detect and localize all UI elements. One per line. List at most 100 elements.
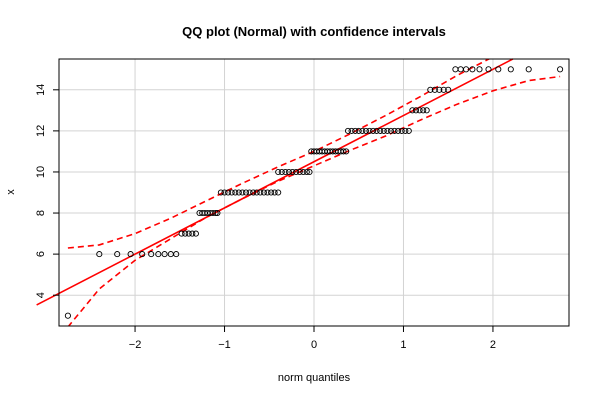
y-tick-label: 8	[35, 210, 47, 216]
data-point	[293, 168, 300, 176]
data-point	[525, 66, 532, 73]
data-point	[185, 230, 192, 237]
data-point	[469, 66, 476, 73]
data-point	[427, 86, 434, 93]
x-tick-label: 0	[311, 339, 317, 351]
y-tick-label: 12	[35, 125, 47, 137]
data-point	[463, 66, 470, 73]
data-point	[366, 127, 373, 134]
data-point	[485, 66, 492, 73]
data-point	[370, 127, 377, 134]
data-point	[457, 66, 464, 73]
x-axis-label: norm quantiles	[278, 372, 351, 384]
data-point	[155, 251, 162, 258]
data-point	[268, 189, 275, 196]
data-point	[344, 127, 352, 134]
upper-confidence-band	[67, 59, 491, 249]
data-point	[296, 168, 303, 176]
data-point	[264, 189, 271, 196]
data-point	[242, 189, 250, 196]
data-point	[212, 209, 219, 217]
x-tick-label: −1	[218, 339, 231, 351]
data-point	[398, 127, 405, 134]
data-point	[64, 312, 71, 319]
data-point	[217, 189, 224, 196]
data-point	[402, 127, 409, 134]
data-point	[182, 230, 189, 237]
data-point	[260, 189, 267, 196]
data-point	[420, 107, 427, 114]
data-point	[405, 127, 412, 134]
x-tick-label: 2	[490, 339, 496, 351]
data-point	[362, 127, 369, 134]
y-tick-label: 14	[35, 84, 47, 96]
data-point	[127, 251, 134, 258]
data-points	[64, 66, 564, 319]
data-point	[387, 127, 394, 134]
data-point	[348, 127, 355, 134]
y-axis: 4 6 8 10 12 14	[35, 84, 59, 298]
data-point	[452, 66, 459, 73]
data-point	[282, 168, 289, 176]
data-point	[189, 230, 196, 237]
data-point	[221, 189, 228, 196]
data-point	[271, 189, 278, 196]
data-point	[239, 189, 246, 196]
data-point	[431, 86, 438, 93]
data-point	[384, 127, 391, 134]
data-point	[246, 189, 253, 196]
data-point	[423, 107, 430, 114]
grid	[59, 59, 569, 326]
x-axis: −2 −1 0 1 2	[129, 326, 496, 351]
data-point	[214, 209, 221, 217]
data-point	[395, 127, 402, 134]
data-point	[391, 127, 398, 134]
y-tick-label: 4	[35, 292, 47, 298]
data-point	[257, 189, 264, 196]
data-point	[352, 127, 359, 134]
y-axis-label: x	[5, 189, 17, 195]
reference-line	[36, 58, 514, 306]
data-point	[250, 189, 257, 196]
data-point	[173, 251, 180, 258]
data-point	[289, 168, 296, 176]
data-point	[409, 107, 416, 114]
data-point	[278, 168, 285, 176]
data-point	[343, 148, 350, 155]
reference-line-segment	[36, 58, 514, 306]
data-point	[253, 189, 260, 196]
data-point	[148, 251, 155, 258]
data-point	[139, 251, 146, 258]
data-point	[275, 168, 282, 176]
data-point	[359, 127, 366, 134]
data-point	[96, 251, 103, 258]
data-point	[303, 168, 310, 176]
data-point	[412, 107, 420, 114]
data-point	[507, 66, 514, 73]
data-point	[377, 127, 384, 134]
data-point	[445, 86, 452, 93]
confidence-bands	[67, 59, 561, 326]
data-point	[300, 168, 307, 176]
y-tick-label: 10	[35, 166, 47, 178]
data-point	[306, 168, 313, 176]
data-point	[228, 189, 235, 196]
data-point	[161, 251, 168, 258]
x-tick-label: −2	[129, 339, 142, 351]
data-point	[192, 230, 199, 237]
data-point	[235, 189, 242, 196]
data-point	[340, 148, 347, 155]
data-point	[557, 66, 564, 73]
chart-title: QQ plot (Normal) with confidence interva…	[182, 24, 446, 39]
data-point	[232, 189, 239, 196]
data-point	[440, 86, 447, 93]
data-point	[355, 127, 362, 134]
data-point	[476, 66, 483, 73]
data-point	[416, 107, 423, 114]
data-point	[495, 66, 502, 73]
data-point	[380, 127, 387, 134]
data-point	[178, 230, 185, 237]
data-point	[285, 168, 292, 176]
data-point	[114, 251, 121, 258]
data-point	[373, 127, 380, 134]
